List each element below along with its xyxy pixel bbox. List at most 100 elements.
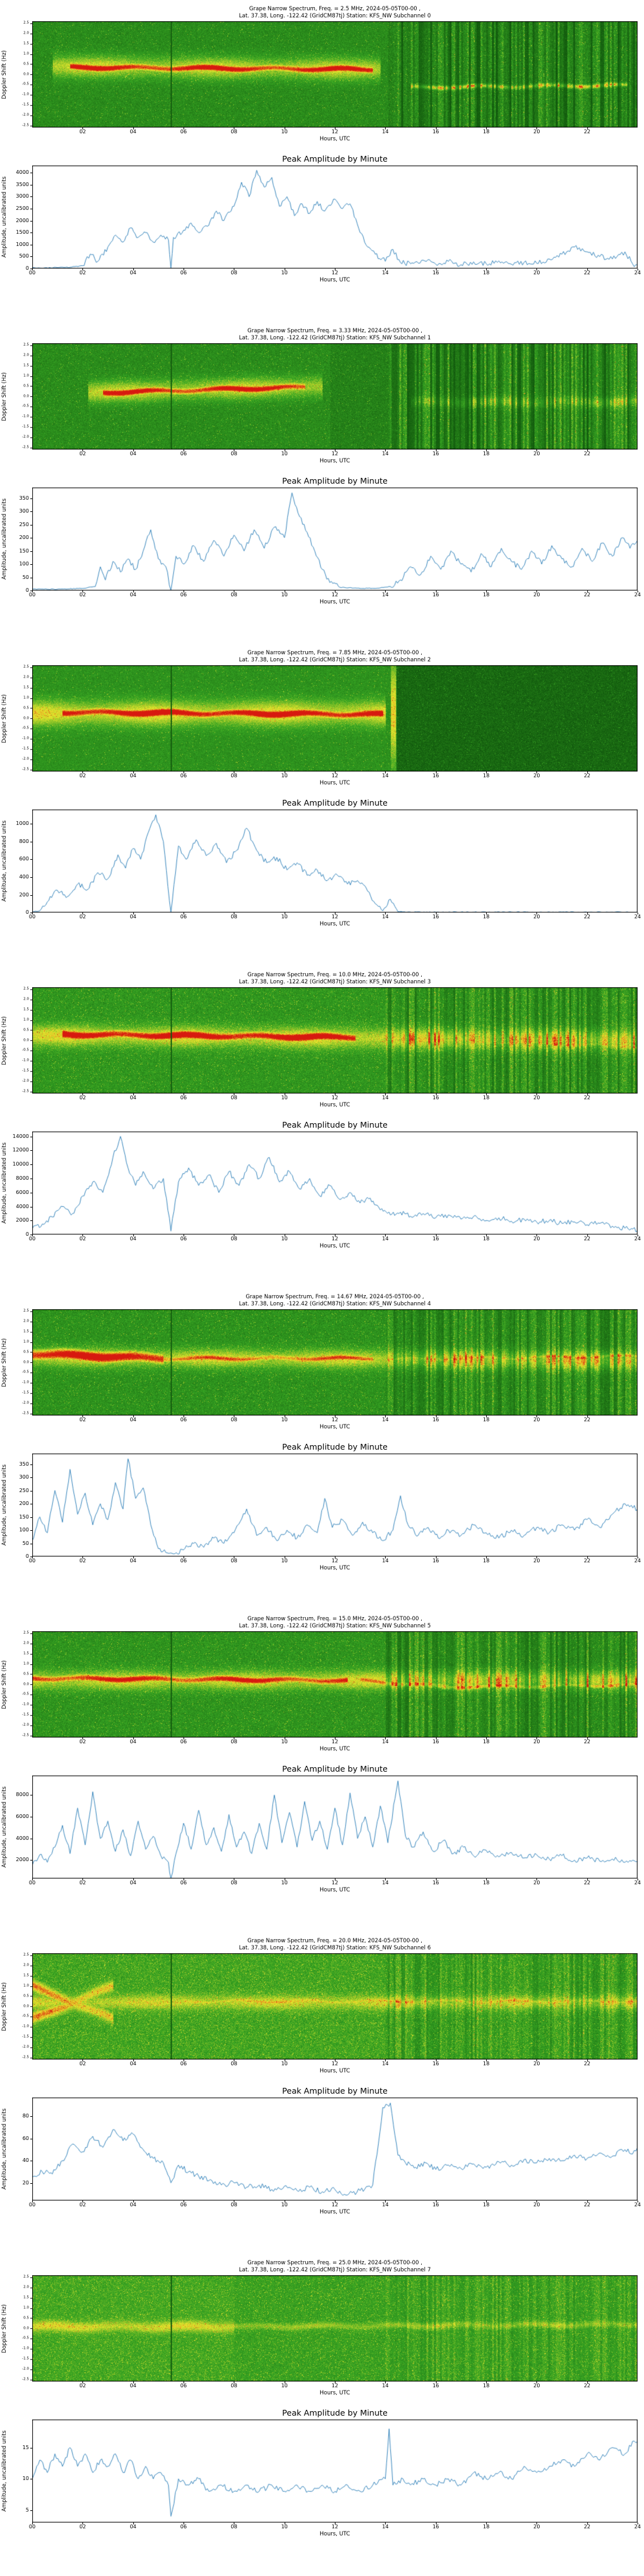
y-tick-label: -1.0: [22, 92, 32, 97]
doppler-ylabel: Doppler Shift (Hz): [1, 50, 8, 99]
x-tick-label: 04: [129, 1557, 137, 1564]
spectrogram-xtick-labels: 02 04 06 08 10 12 14 16 18 20 22: [32, 2382, 638, 2390]
amplitude-ylabel: Amplitude, uncalibrated units: [1, 820, 8, 902]
y-tick-label: -2.5: [22, 2377, 32, 2382]
spectrogram-ytick-labels: 2.5 2.0 1.5 1.0 0.5 0.0 -0.5 -1.0 -1.5 -2.0 -2.5: [8, 665, 32, 772]
x-tick-label: 18: [482, 591, 490, 598]
x-tick-label: 02: [79, 1094, 86, 1101]
y-tick-label: 50: [22, 574, 33, 580]
spectrogram-heatmap: [32, 2275, 638, 2382]
x-tick-label: 08: [231, 2201, 238, 2208]
y-tick-label: 80: [22, 2113, 33, 2119]
amplitude-ylabel: Amplitude, uncalibrated units: [1, 2430, 8, 2512]
y-tick-label: 2.0: [23, 997, 32, 1001]
y-tick-label: 2.5: [23, 987, 32, 991]
spectrogram-heatmap: [32, 987, 638, 1094]
x-tick-label: 20: [533, 2382, 540, 2389]
x-tick-label: 20: [533, 2523, 540, 2530]
spectrogram-xlabel: Hours, UTC: [319, 2390, 350, 2397]
x-tick-label: 06: [180, 772, 187, 779]
y-tick-label: 2.5: [23, 1631, 32, 1635]
amplitude-xtick-labels: 00 02 04 06 08 10 12 14 16 18 20 22 24: [29, 1557, 641, 1565]
y-tick-label: 0: [25, 909, 33, 916]
amplitude-ylabel: Amplitude, uncalibrated units: [1, 176, 8, 258]
y-tick-label: 1.5: [23, 1329, 32, 1334]
spectrogram-row: Doppler Shift (Hz) 2.5 2.0 1.5 1.0 0.5 0.0 -0.…: [0, 665, 644, 772]
y-tick-label: 0.0: [23, 71, 32, 76]
amplitude-ylabel: Amplitude, uncalibrated units: [1, 498, 8, 580]
spectrogram-ytick-labels: 2.5 2.0 1.5 1.0 0.5 0.0 -0.5 -1.0 -1.5 -2.0 -2.5: [8, 21, 32, 128]
y-tick-label: -1.0: [22, 414, 32, 419]
amplitude-row: Amplitude, uncalibrated units 0 50 100 150 2…: [0, 1454, 644, 1559]
y-tick-label: 2.0: [23, 1641, 32, 1645]
y-tick-label: 12000: [12, 1147, 33, 1153]
x-tick-label: 08: [231, 1879, 238, 1886]
x-tick-label: 04: [129, 1235, 137, 1242]
amplitude-ylabel: Amplitude, uncalibrated units: [1, 2108, 8, 2190]
x-tick-label: 16: [432, 1557, 439, 1564]
x-tick-label: 20: [533, 1235, 540, 1242]
x-tick-label: 16: [432, 2201, 439, 2208]
y-tick-label: -1.0: [22, 1702, 32, 1707]
y-tick-label: -0.5: [22, 726, 32, 730]
y-tick-label: 6000: [15, 1189, 33, 1195]
y-tick-label: 600: [19, 856, 33, 862]
x-tick-label: 06: [180, 913, 187, 920]
spectrogram-row: Doppler Shift (Hz) 2.5 2.0 1.5 1.0 0.5 0.0 -0.…: [0, 1953, 644, 2060]
x-tick-label: 12: [331, 1094, 339, 1101]
spectrogram-xlabel: Hours, UTC: [319, 458, 350, 465]
amplitude-line-chart: [32, 166, 638, 269]
amplitude-title: Peak Amplitude by Minute: [282, 1120, 388, 1130]
x-tick-label: 10: [281, 1738, 288, 1745]
x-tick-label: 16: [432, 913, 439, 920]
y-tick-label: 100: [19, 1527, 33, 1533]
x-tick-label: 14: [382, 269, 389, 276]
y-tick-label: 15: [22, 2444, 33, 2450]
y-tick-label: 250: [19, 1487, 33, 1493]
y-tick-label: 0.5: [23, 705, 32, 710]
spectrogram-title: Grape Narrow Spectrum, Freq. = 2.5 MHz, …: [32, 6, 638, 20]
y-tick-label: 0.0: [23, 715, 32, 720]
y-tick-label: -1.5: [22, 2034, 32, 2039]
amplitude-ytick-labels: 5 10 15: [8, 2420, 33, 2523]
amplitude-line-chart: [32, 488, 638, 591]
amplitude-row: Amplitude, uncalibrated units 20 40 60 80: [0, 2098, 644, 2201]
x-tick-label: 10: [281, 269, 288, 276]
y-tick-label: 500: [19, 253, 33, 260]
y-tick-label: 1.5: [23, 2295, 32, 2300]
y-tick-label: 1.0: [23, 1340, 32, 1344]
x-tick-label: 08: [231, 2060, 238, 2067]
y-tick-label: -0.5: [22, 2336, 32, 2340]
x-tick-label: 14: [382, 1738, 389, 1745]
spectrogram-title-line1: Grape Narrow Spectrum, Freq. = 20.0 MHz,…: [247, 1938, 422, 1944]
y-tick-label: 2500: [15, 205, 33, 212]
y-tick-label: 2.5: [23, 1953, 32, 1957]
x-tick-label: 10: [281, 450, 288, 457]
y-tick-label: 14000: [12, 1133, 33, 1139]
x-tick-label: 04: [129, 1416, 137, 1423]
doppler-ylabel: Doppler Shift (Hz): [1, 1660, 8, 1709]
y-tick-label: 10000: [12, 1161, 33, 1168]
x-tick-label: 22: [583, 1879, 591, 1886]
x-tick-label: 20: [533, 2201, 540, 2208]
y-tick-label: 2.5: [23, 2275, 32, 2279]
spectrogram-xlabel: Hours, UTC: [319, 780, 350, 787]
y-tick-label: 20: [22, 2179, 33, 2186]
y-tick-label: 1500: [15, 229, 33, 236]
y-tick-label: 2.0: [23, 31, 32, 35]
x-tick-label: 16: [432, 2060, 439, 2067]
x-tick-label: 06: [180, 1235, 187, 1242]
spectrogram-title: Grape Narrow Spectrum, Freq. = 25.0 MHz,…: [32, 2260, 638, 2274]
x-tick-label: 04: [129, 591, 137, 598]
x-tick-label: 24: [634, 913, 641, 920]
x-tick-label: 02: [79, 2060, 86, 2067]
y-tick-label: 4000: [15, 1203, 33, 1209]
y-tick-label: 0.5: [23, 383, 32, 388]
y-tick-label: 3000: [15, 193, 33, 200]
spectrogram-title-line1: Grape Narrow Spectrum, Freq. = 25.0 MHz,…: [247, 2260, 422, 2266]
y-tick-label: -1.5: [22, 1068, 32, 1073]
amplitude-row: Amplitude, uncalibrated units 2000 4000 60…: [0, 1776, 644, 1879]
y-tick-label: 2000: [15, 217, 33, 223]
x-tick-label: 04: [129, 1879, 137, 1886]
